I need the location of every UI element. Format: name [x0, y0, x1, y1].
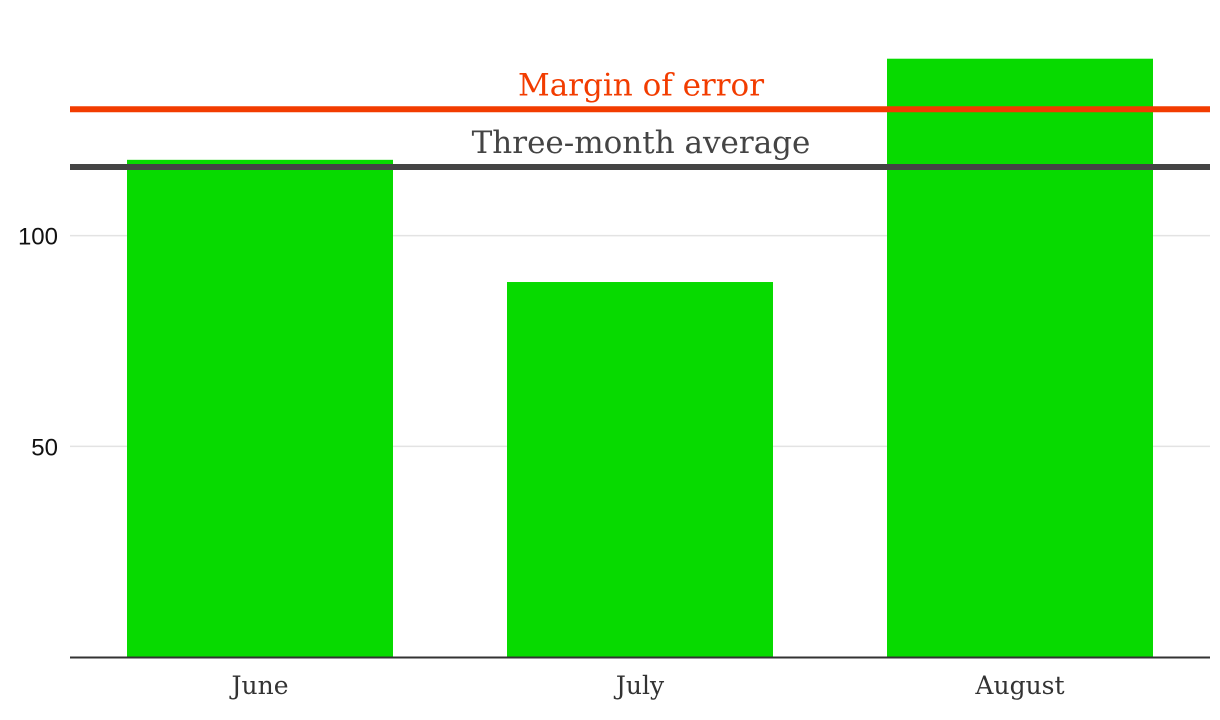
x-tick-labels: June July August [228, 671, 1064, 700]
y-tick-label-100: 100 [18, 224, 58, 251]
bars [127, 58, 1153, 657]
bar-july [507, 282, 773, 657]
bar-august [887, 58, 1153, 657]
margin-of-error-label: Margin of error [518, 67, 764, 103]
x-tick-label-july: July [613, 671, 665, 700]
reference-lines: Margin of error Three-month average [70, 67, 1210, 170]
y-tick-labels: 50 100 [18, 224, 58, 462]
y-tick-label-50: 50 [31, 434, 58, 461]
three-month-average-label: Three-month average [472, 125, 811, 161]
bar-june [127, 159, 393, 657]
x-tick-label-august: August [974, 671, 1064, 700]
x-tick-label-june: June [228, 671, 288, 700]
